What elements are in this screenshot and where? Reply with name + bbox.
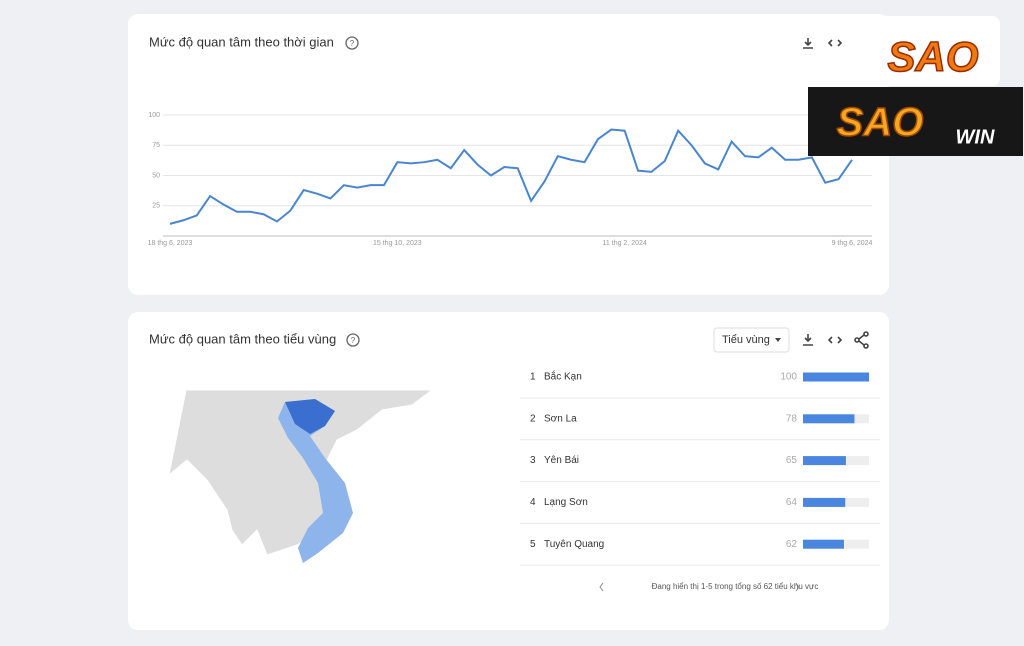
card-title: Mức độ quan tâm theo tiểu vùng — [149, 331, 336, 346]
map — [168, 389, 434, 563]
bar — [803, 414, 855, 424]
y-tick-label: 75 — [152, 142, 160, 149]
region-name: Lạng Sơn — [544, 497, 588, 508]
y-tick-label: 100 — [148, 112, 160, 119]
rank: 2 — [530, 413, 536, 424]
card-title: Mức độ quan tâm theo thời gian — [149, 34, 334, 49]
dropdown[interactable]: Tiểu vùng — [713, 327, 790, 353]
x-tick-label: 15 thg 10, 2023 — [373, 240, 422, 247]
region-value: 65 — [786, 455, 798, 466]
logo-text: WIN — [956, 126, 995, 148]
y-tick-label: 50 — [152, 172, 160, 179]
x-tick-label: 11 thg 2, 2024 — [603, 240, 647, 247]
bar — [803, 456, 846, 466]
pagination-arrows[interactable] — [599, 582, 800, 592]
rank: 1 — [530, 372, 536, 383]
logo-text: SAO — [837, 101, 924, 145]
bar — [803, 539, 844, 549]
help-icon[interactable]: ? — [345, 36, 359, 50]
toolbar[interactable] — [803, 331, 869, 349]
region-name: Sơn La — [544, 413, 577, 424]
region-value: 100 — [780, 372, 797, 383]
trend-line — [169, 128, 853, 225]
logo: SAO SAO WIN — [808, 16, 1023, 156]
rank: 5 — [530, 539, 536, 550]
bar — [803, 372, 869, 382]
region-name: Bắc Kạn — [544, 370, 582, 383]
pagination-text: Đang hiển thị 1-5 trong tổng số 62 tiểu … — [652, 582, 819, 591]
rank: 3 — [530, 455, 536, 466]
toolbar[interactable] — [803, 38, 843, 49]
region-value: 78 — [786, 413, 798, 424]
logo-text: SAO — [887, 33, 978, 80]
region-name: Yên Bái — [544, 455, 579, 466]
x-tick-label: 18 thg 6, 2023 — [148, 240, 193, 247]
bar — [803, 497, 846, 507]
region-name: Tuyên Quang — [544, 539, 604, 550]
region-value: 64 — [786, 497, 798, 508]
y-tick-label: 25 — [152, 203, 160, 210]
dropdown-label: Tiểu vùng — [722, 334, 770, 346]
time-card — [128, 14, 889, 295]
help-icon[interactable]: ? — [346, 333, 360, 347]
x-tick-label: 9 thg 6, 2024 — [832, 240, 873, 247]
region-value: 62 — [786, 539, 798, 550]
svg-text:?: ? — [351, 336, 356, 345]
svg-text:?: ? — [350, 39, 355, 48]
rank: 4 — [530, 497, 536, 508]
